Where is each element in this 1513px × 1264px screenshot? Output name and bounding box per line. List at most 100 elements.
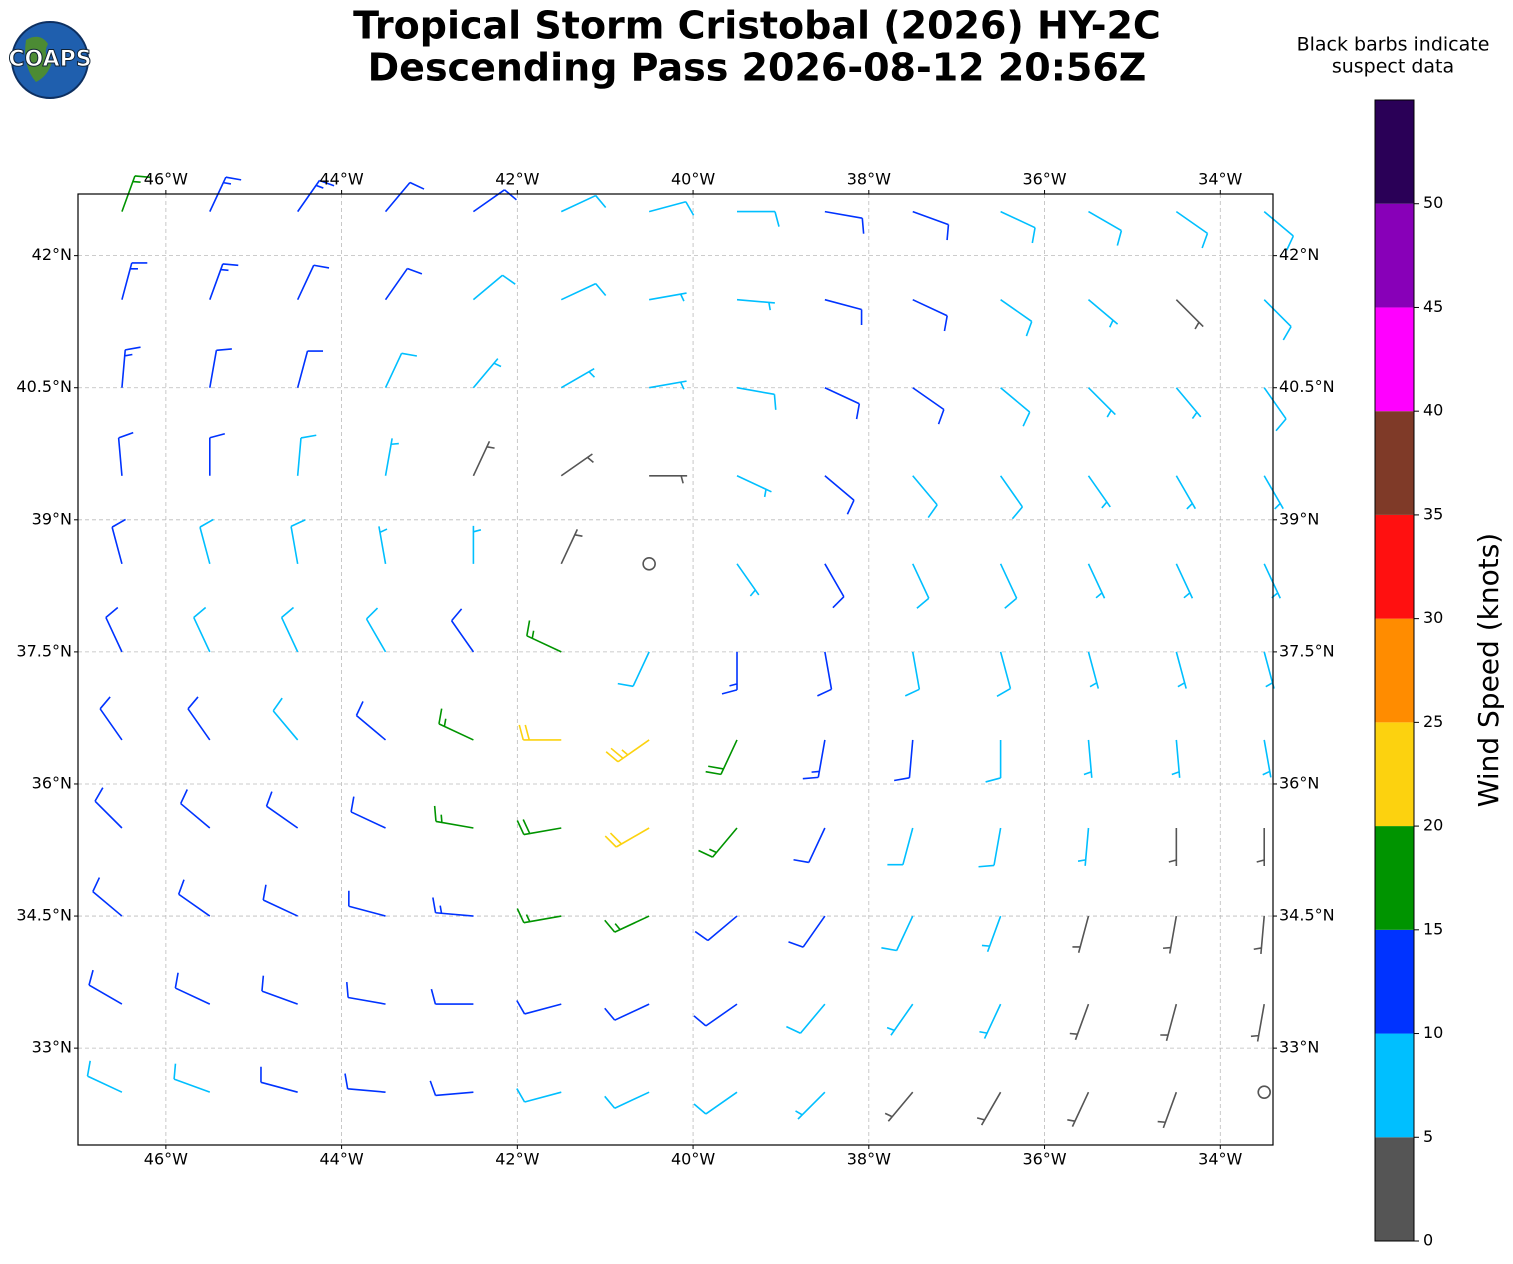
wind-barb: [209, 263, 239, 300]
wind-barb: [693, 1003, 738, 1027]
wind-barb: [824, 475, 855, 515]
y-tick-label: 34.5°N: [16, 906, 72, 925]
wind-barb: [824, 298, 863, 326]
wind-barb: [355, 701, 387, 741]
wind-barb: [1250, 1003, 1265, 1042]
wind-barb: [384, 181, 425, 213]
y-tick-label: 34.5°N: [1279, 906, 1335, 925]
wind-barb: [86, 1060, 123, 1093]
wind-barb: [344, 1073, 386, 1093]
colorbar-tick-label: 20: [1423, 816, 1443, 835]
wind-barb: [1067, 1091, 1090, 1127]
colorbar-band: [1375, 514, 1414, 619]
colorbar-tick-label: 25: [1423, 712, 1443, 731]
note: Black barbs indicate: [1297, 34, 1490, 56]
wind-barb: [996, 651, 1012, 698]
wind-barb: [912, 563, 930, 609]
wind-barb: [824, 563, 845, 609]
y-tick-label: 37.5°N: [16, 641, 72, 660]
wind-barb: [265, 791, 299, 829]
note: suspect data: [1332, 56, 1454, 78]
barbs: [86, 175, 1295, 1129]
wind-barb: [105, 606, 123, 653]
colorbar-band: [1375, 203, 1414, 308]
wind-barb: [617, 651, 650, 688]
wind-barb: [1087, 563, 1106, 599]
wind-barb: [786, 1003, 826, 1034]
wind-barb: [705, 739, 738, 776]
wind-barb: [296, 434, 317, 476]
wind-barb: [979, 1003, 1002, 1039]
wind-barb: [1175, 475, 1197, 510]
wind-barb: [560, 368, 596, 389]
logo-text: COAPS: [8, 47, 91, 72]
wind-barb: [384, 267, 423, 301]
wind-barb: [345, 981, 386, 1005]
wind-barb: [1175, 210, 1209, 249]
wind-barb: [693, 1091, 738, 1115]
wind-barb: [912, 210, 950, 241]
wind-barb: [1262, 739, 1272, 778]
wind-barb: [1168, 828, 1178, 866]
colorbar-tick-label: 40: [1423, 401, 1443, 420]
wind-barb: [978, 827, 1002, 868]
wind-barb: [516, 819, 562, 836]
wind-barb: [999, 563, 1018, 609]
x-tick-label: 44°W: [320, 1150, 364, 1169]
wind-barb: [121, 262, 148, 300]
colorbar-tick-label: 10: [1423, 1023, 1443, 1042]
wind-barb: [912, 475, 938, 519]
x-tick-label: 46°W: [144, 1150, 188, 1169]
wind-barb: [193, 606, 211, 653]
wind-barb: [350, 796, 386, 829]
wind-barb: [999, 475, 1024, 520]
wind-barb: [173, 1063, 211, 1093]
wind-barb: [976, 1091, 1002, 1126]
y-tick-label: 33°N: [1279, 1038, 1319, 1057]
colorbar-band: [1375, 929, 1414, 1034]
wind-barb: [92, 877, 123, 917]
wind-barb: [111, 518, 126, 565]
colorbar-band: [1375, 826, 1414, 930]
wind-barb: [518, 724, 562, 741]
colorbar-band: [1375, 100, 1414, 204]
wind-barb: [472, 525, 482, 564]
colorbar-band: [1375, 411, 1414, 515]
wind-barb: [795, 1091, 826, 1120]
wind-barb: [605, 739, 650, 763]
logo-land: [25, 36, 52, 82]
wind-barb: [1263, 475, 1284, 510]
wind-barb: [262, 884, 299, 917]
wind-barb: [1162, 915, 1178, 954]
wind-barb: [1175, 563, 1194, 599]
title-line: Tropical Storm Cristobal (2026) HY-2C: [353, 4, 1161, 48]
wind-barb: [117, 431, 134, 476]
x-tick-label: 38°W: [847, 1150, 891, 1169]
logo: COAPS: [8, 21, 92, 99]
wind-barb: [560, 529, 583, 565]
wind-barb: [472, 358, 502, 389]
wind-barb: [604, 1003, 650, 1021]
wind-barb: [1087, 475, 1111, 509]
y-tick-label: 40.5°N: [1279, 377, 1335, 396]
wind-barb: [1069, 1003, 1090, 1041]
x-tick-label: 36°W: [1022, 1150, 1066, 1169]
wind-barb: [260, 1066, 298, 1093]
wind-barb: [981, 915, 1002, 953]
wind-barb: [894, 739, 914, 782]
x-tick-label: 38°W: [847, 170, 891, 189]
wind-barb: [187, 696, 211, 741]
colorbar-band: [1375, 307, 1414, 412]
wind-barb: [887, 827, 914, 866]
wind-barb: [788, 915, 826, 948]
wind-barb: [802, 739, 826, 780]
barb-calm: [642, 557, 656, 571]
barb-calm: [1257, 1085, 1272, 1099]
colorbar-band: [1375, 1033, 1414, 1138]
wind-barb: [736, 563, 760, 597]
wind-barb: [884, 1091, 914, 1122]
wind-barb: [736, 386, 777, 410]
wind-barb: [472, 274, 516, 301]
wind-barb: [736, 475, 772, 498]
